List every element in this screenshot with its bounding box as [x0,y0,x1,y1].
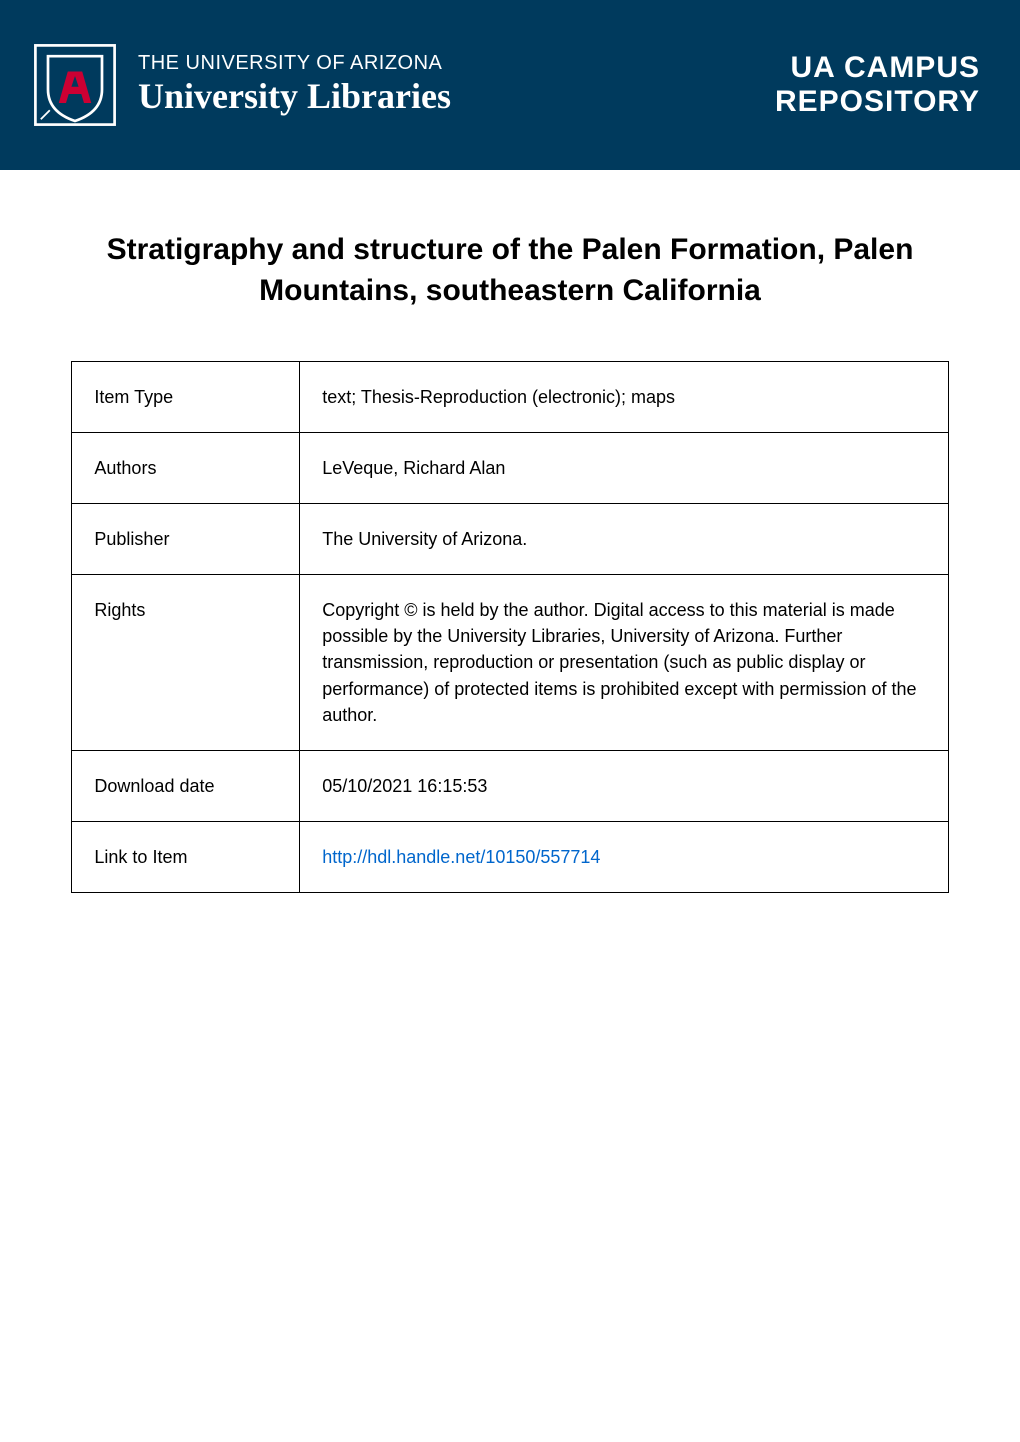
metadata-table: Item Type text; Thesis-Reproduction (ele… [71,361,948,893]
meta-key: Publisher [72,504,300,575]
table-row: Item Type text; Thesis-Reproduction (ele… [72,362,948,433]
repo-line1: UA CAMPUS [775,51,980,86]
document-title: Stratigraphy and structure of the Palen … [70,230,950,311]
logo-line2: University Libraries [138,75,451,118]
meta-key: Link to Item [72,821,300,892]
meta-key: Item Type [72,362,300,433]
meta-value: text; Thesis-Reproduction (electronic); … [300,362,948,433]
table-row: Rights Copyright © is held by the author… [72,575,948,750]
table-row: Authors LeVeque, Richard Alan [72,433,948,504]
logo-text: THE UNIVERSITY OF ARIZONA University Lib… [138,51,451,118]
title-block: Stratigraphy and structure of the Palen … [0,170,1020,351]
meta-value: The University of Arizona. [300,504,948,575]
meta-key: Rights [72,575,300,750]
repo-line2: REPOSITORY [775,85,980,120]
table-row: Publisher The University of Arizona. [72,504,948,575]
table-row: Download date 05/10/2021 16:15:53 [72,750,948,821]
item-link[interactable]: http://hdl.handle.net/10150/557714 [322,847,600,867]
logo-line1: THE UNIVERSITY OF ARIZONA [138,51,451,75]
repository-label: UA CAMPUS REPOSITORY [775,51,980,120]
meta-value: LeVeque, Richard Alan [300,433,948,504]
ua-shield-logo-icon [30,40,120,130]
meta-key: Authors [72,433,300,504]
meta-value-link: http://hdl.handle.net/10150/557714 [300,821,948,892]
header-bar: THE UNIVERSITY OF ARIZONA University Lib… [0,0,1020,170]
logo-block: THE UNIVERSITY OF ARIZONA University Lib… [30,40,451,130]
meta-key: Download date [72,750,300,821]
table-row: Link to Item http://hdl.handle.net/10150… [72,821,948,892]
meta-value: Copyright © is held by the author. Digit… [300,575,948,750]
meta-value: 05/10/2021 16:15:53 [300,750,948,821]
metadata-table-body: Item Type text; Thesis-Reproduction (ele… [72,362,948,893]
